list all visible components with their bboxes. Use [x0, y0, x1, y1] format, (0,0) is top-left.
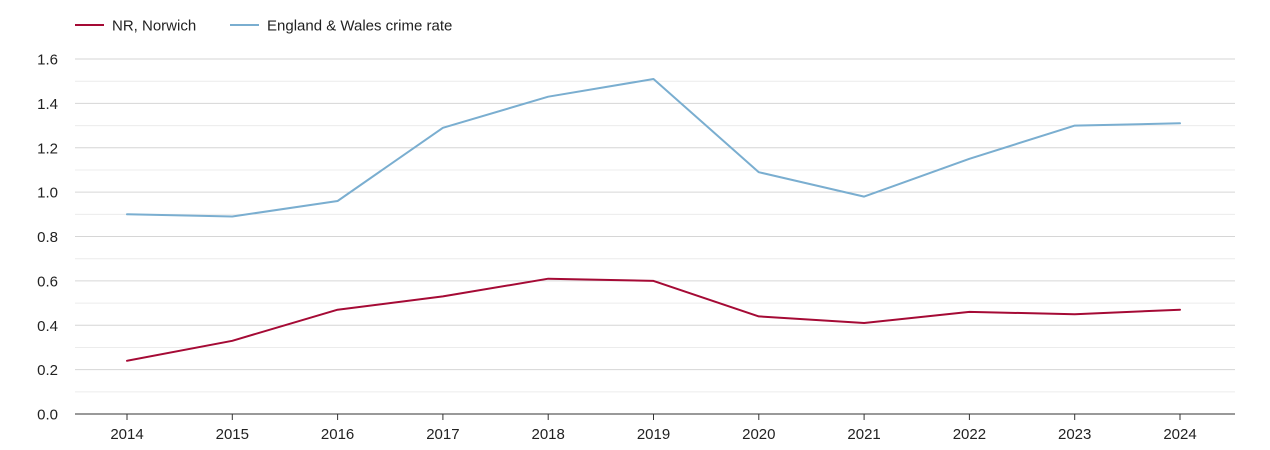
- data-point-norwich[interactable]: [1176, 306, 1184, 314]
- x-tick-label: 2017: [426, 426, 459, 443]
- legend-item-norwich[interactable]: NR, Norwich: [75, 18, 196, 35]
- y-tick-label: 0.6: [37, 273, 58, 290]
- x-tick-label: 2014: [110, 426, 143, 443]
- data-point-norwich[interactable]: [965, 308, 973, 316]
- data-point-england-wales[interactable]: [334, 197, 342, 205]
- x-tick-label: 2023: [1058, 426, 1091, 443]
- data-point-norwich[interactable]: [1071, 310, 1079, 318]
- data-point-england-wales[interactable]: [439, 124, 447, 132]
- data-point-norwich[interactable]: [755, 312, 763, 320]
- data-point-norwich[interactable]: [334, 306, 342, 314]
- y-tick-label: 1.6: [37, 52, 58, 69]
- data-point-england-wales[interactable]: [544, 93, 552, 101]
- y-tick-label: 0.8: [37, 229, 58, 246]
- x-tick-label: 2022: [953, 426, 986, 443]
- y-tick-label: 0.4: [37, 318, 58, 335]
- y-tick-label: 1.0: [37, 185, 58, 202]
- x-tick-label: 2024: [1163, 426, 1196, 443]
- data-point-norwich[interactable]: [650, 277, 658, 285]
- series-layer: [123, 75, 1184, 365]
- series-line-norwich[interactable]: [126, 277, 1181, 362]
- data-point-england-wales[interactable]: [1071, 122, 1079, 130]
- data-point-norwich[interactable]: [123, 357, 131, 365]
- x-tick-label: 2018: [532, 426, 565, 443]
- x-tick-label: 2020: [742, 426, 775, 443]
- gridlines: [75, 58, 1235, 393]
- x-tick-label: 2016: [321, 426, 354, 443]
- y-tick-label: 0.2: [37, 362, 58, 379]
- legend-label-england-wales: England & Wales crime rate: [267, 18, 452, 35]
- data-point-england-wales[interactable]: [650, 75, 658, 83]
- legend: NR, Norwich England & Wales crime rate: [75, 18, 452, 35]
- data-point-england-wales[interactable]: [1176, 119, 1184, 127]
- data-point-norwich[interactable]: [860, 319, 868, 327]
- data-point-england-wales[interactable]: [123, 210, 131, 218]
- x-tick-label: 2015: [216, 426, 249, 443]
- y-tick-label: 0.0: [37, 407, 58, 424]
- data-point-norwich[interactable]: [228, 337, 236, 345]
- legend-item-england-wales[interactable]: England & Wales crime rate: [230, 18, 452, 35]
- legend-label-norwich: NR, Norwich: [112, 18, 196, 35]
- data-point-england-wales[interactable]: [228, 213, 236, 221]
- x-tick-label: 2019: [637, 426, 670, 443]
- series-line-england-wales[interactable]: [126, 78, 1181, 218]
- data-point-england-wales[interactable]: [965, 155, 973, 163]
- axes: 0.0 0.2 0.4 0.6 0.8 1.0 1.2 1.4 1.6 2014 2015 2016 2…: [37, 52, 1235, 443]
- y-tick-label: 1.4: [37, 96, 58, 113]
- data-point-england-wales[interactable]: [860, 193, 868, 201]
- y-tick-label: 1.2: [37, 140, 58, 157]
- data-point-norwich[interactable]: [544, 275, 552, 283]
- x-tick-label: 2021: [847, 426, 880, 443]
- data-point-norwich[interactable]: [439, 292, 447, 300]
- data-point-england-wales[interactable]: [755, 168, 763, 176]
